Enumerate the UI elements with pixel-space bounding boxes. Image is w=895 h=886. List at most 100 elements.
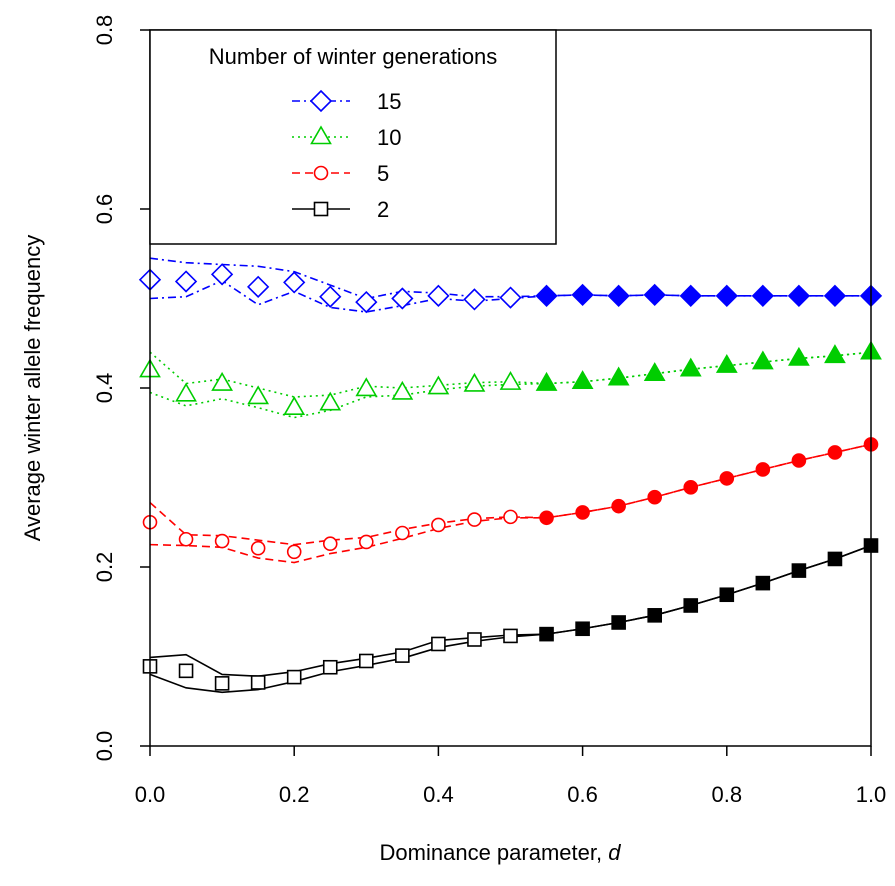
series-2-point xyxy=(214,676,230,691)
series-5 xyxy=(142,437,879,564)
series-2-point xyxy=(719,587,735,603)
series-10-point xyxy=(283,396,306,415)
series-10-point xyxy=(571,370,594,390)
series-15-point xyxy=(535,284,558,307)
series-15-point xyxy=(174,270,198,293)
series-5-point xyxy=(503,509,518,525)
series-2-point xyxy=(250,675,266,690)
series-10-point xyxy=(427,375,450,395)
series-10-point xyxy=(607,366,630,386)
legend-item-2: 2 xyxy=(292,197,389,222)
series-15-point xyxy=(607,284,630,307)
legend: Number of winter generations 15 10 5 2 xyxy=(149,29,557,245)
series-2-point xyxy=(358,653,374,669)
y-tick-label: 0.0 xyxy=(92,731,117,762)
series-5-point xyxy=(575,505,590,520)
legend-label: 10 xyxy=(377,125,401,150)
series-15-point xyxy=(499,286,522,309)
legend-item-15: 15 xyxy=(292,89,401,114)
series-10-upper-line xyxy=(149,351,872,398)
x-tick-label: 0.6 xyxy=(567,782,598,807)
series-5-point xyxy=(214,533,230,549)
series-5-point xyxy=(358,534,374,550)
series-5-point xyxy=(431,517,446,533)
series-5-point xyxy=(647,489,663,505)
series-5-point xyxy=(178,531,194,547)
series-15-point xyxy=(210,263,234,286)
y-axis: 0.0 0.2 0.4 0.6 0.8 xyxy=(92,15,150,762)
series-5-point xyxy=(755,462,771,477)
series-10-point xyxy=(355,377,378,397)
y-tick-label: 0.6 xyxy=(92,194,117,225)
series-2-point xyxy=(178,663,194,679)
legend-marker xyxy=(313,165,329,181)
series-15-point xyxy=(715,284,738,307)
legend-marker xyxy=(313,201,329,217)
series-10-point xyxy=(499,371,522,390)
legend-marker xyxy=(310,125,332,145)
y-tick-label: 0.4 xyxy=(92,373,117,404)
series-2-point xyxy=(647,608,663,623)
series-layer xyxy=(138,257,883,694)
series-5-upper-line xyxy=(149,443,872,546)
x-tick-label: 1.0 xyxy=(856,782,887,807)
series-10-point xyxy=(824,344,846,364)
series-5-point xyxy=(719,471,735,486)
series-5-point xyxy=(286,544,302,560)
series-2-point xyxy=(683,598,699,613)
series-15-point xyxy=(319,285,342,308)
series-2 xyxy=(142,538,879,694)
series-10-point xyxy=(788,346,810,366)
x-axis-title-text: Dominance parameter, xyxy=(380,840,609,865)
series-15-point xyxy=(355,290,378,314)
series-10-point xyxy=(751,350,774,370)
series-2-point xyxy=(827,551,843,567)
legend-label: 15 xyxy=(377,89,401,114)
series-2-point xyxy=(395,648,410,663)
y-tick-label: 0.8 xyxy=(92,15,117,46)
series-10-point xyxy=(319,391,342,411)
x-tick-label: 0.4 xyxy=(423,782,454,807)
legend-item-5: 5 xyxy=(292,161,389,186)
series-5-point xyxy=(683,480,699,495)
y-tick-label: 0.2 xyxy=(92,552,117,583)
x-tick-label: 0.8 xyxy=(712,782,743,807)
series-15-point xyxy=(823,284,847,307)
legend-label: 2 xyxy=(377,197,389,222)
series-5-point xyxy=(395,525,410,541)
x-axis: 0.0 0.2 0.4 0.6 0.8 1.0 xyxy=(135,746,887,807)
series-2-point xyxy=(286,669,302,685)
series-10-point xyxy=(211,371,233,391)
legend-items: 15 10 5 2 xyxy=(292,89,401,222)
series-15-point xyxy=(463,288,486,311)
series-5-point xyxy=(322,536,338,552)
legend-item-10: 10 xyxy=(292,125,401,150)
series-15-point xyxy=(679,284,702,307)
series-10-point xyxy=(463,372,486,392)
series-2-point xyxy=(575,621,590,637)
series-10 xyxy=(139,340,882,419)
y-axis-title: Average winter allele frequency xyxy=(20,235,45,542)
legend-marker xyxy=(309,89,333,113)
series-10-point xyxy=(679,357,702,377)
series-15-point xyxy=(643,283,666,307)
series-15-point xyxy=(571,283,594,307)
series-10-point xyxy=(715,354,738,373)
x-axis-title-italic: d xyxy=(608,840,621,865)
series-10-point xyxy=(391,380,414,400)
series-2-point xyxy=(791,563,807,578)
series-2-point xyxy=(539,626,554,642)
legend-box xyxy=(149,29,557,245)
series-2-point xyxy=(322,659,338,675)
legend-title: Number of winter generations xyxy=(209,44,498,69)
x-tick-label: 0.0 xyxy=(135,782,166,807)
series-5-point xyxy=(467,512,482,527)
series-5-point xyxy=(827,445,843,460)
series-2-point xyxy=(431,636,446,652)
x-axis-title: Dominance parameter, d xyxy=(380,840,622,865)
series-2-point xyxy=(611,615,626,630)
series-15-point xyxy=(247,275,270,298)
series-10-point xyxy=(175,382,197,402)
legend-label: 5 xyxy=(377,161,389,186)
series-5-point xyxy=(250,540,266,556)
